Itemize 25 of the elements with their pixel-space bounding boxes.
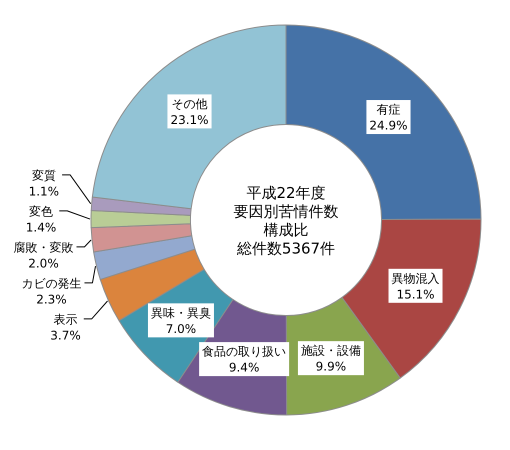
annotation: 総件数5367件 xyxy=(236,239,336,258)
slice-label: 変質 xyxy=(32,168,56,182)
subtitle: 要因別苦情件数構成比 xyxy=(234,202,338,239)
data-label: 23.1% xyxy=(170,112,209,127)
slice-label: 変色 xyxy=(29,204,54,218)
slice-label: カビの発生 xyxy=(21,276,82,290)
data-label: 7.0% xyxy=(166,322,196,336)
data-label: 9.4% xyxy=(228,360,260,375)
slice-label: 有症 xyxy=(376,102,400,117)
slice-label: 食品の取り扱い xyxy=(202,344,286,359)
title: 平成22年度 xyxy=(246,184,326,202)
data-label: 9.9% xyxy=(316,360,346,374)
data-label: 1.1% xyxy=(28,184,60,198)
slice-label: 腐敗・変敗 xyxy=(13,240,74,254)
data-label: 24.9% xyxy=(369,118,408,133)
data-label: 15.1% xyxy=(396,287,435,302)
data-label: 2.3% xyxy=(36,292,67,306)
slice-label: 異物混入 xyxy=(392,271,440,286)
slice-label: 施設・設備 xyxy=(300,344,361,358)
data-label: 1.4% xyxy=(26,220,56,234)
data-label: 3.7% xyxy=(50,328,81,342)
slice-label: その他 xyxy=(172,96,208,111)
data-label: 2.0% xyxy=(28,256,59,270)
slice-label: 異味・異臭 xyxy=(150,306,211,320)
slice-label: 表示 xyxy=(54,312,78,326)
